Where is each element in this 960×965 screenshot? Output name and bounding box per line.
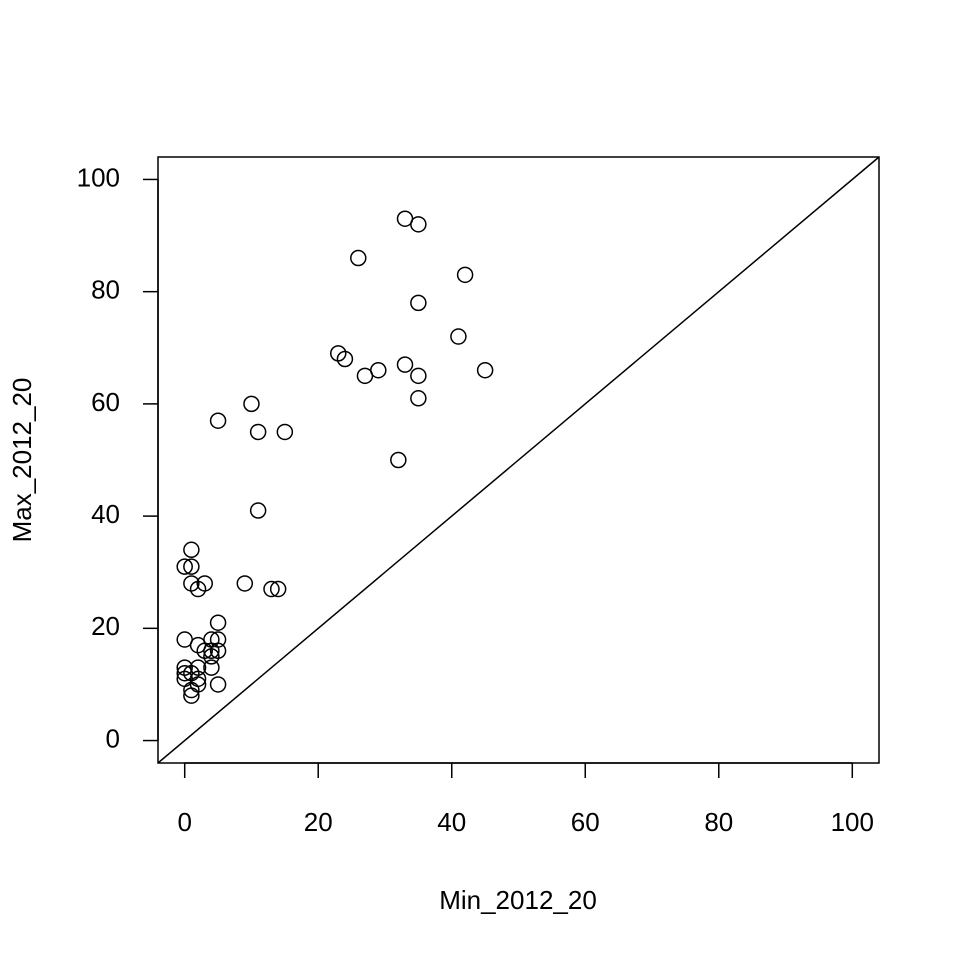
point — [209, 412, 227, 429]
point — [410, 294, 427, 312]
point — [203, 648, 220, 665]
point — [203, 642, 220, 660]
x-tick-label: 40 — [437, 807, 466, 837]
point — [183, 664, 200, 682]
point — [456, 266, 474, 284]
identity-line — [157, 156, 880, 764]
point — [450, 328, 467, 345]
point — [183, 541, 200, 559]
y-tick-label: 60 — [91, 387, 120, 417]
point — [183, 681, 200, 699]
point — [336, 350, 354, 368]
point — [209, 614, 227, 631]
point — [476, 361, 494, 379]
point — [263, 580, 280, 598]
y-tick-label: 20 — [91, 611, 120, 641]
x-tick-label: 80 — [704, 807, 733, 837]
point — [176, 558, 193, 575]
x-tick-label: 100 — [831, 807, 874, 837]
point — [410, 216, 427, 233]
point — [189, 580, 207, 598]
point — [249, 423, 267, 441]
y-tick-label: 40 — [91, 499, 120, 529]
point — [236, 575, 254, 592]
x-axis-title: Min_2012_20 — [439, 885, 597, 915]
point — [276, 423, 294, 441]
point — [356, 367, 374, 385]
y-tick-label: 80 — [91, 275, 120, 305]
y-axis-title: Max_2012_20 — [7, 378, 37, 543]
x-tick-label: 20 — [304, 807, 333, 837]
point — [396, 356, 414, 373]
point — [410, 367, 427, 385]
point — [183, 687, 200, 704]
point — [249, 502, 267, 519]
point — [203, 659, 220, 676]
point — [269, 580, 287, 598]
y-tick-label: 100 — [77, 162, 120, 192]
point — [390, 451, 407, 469]
x-tick-label: 60 — [571, 807, 600, 837]
point — [410, 390, 427, 407]
x-tick-label: 0 — [177, 807, 191, 837]
point — [243, 395, 260, 413]
y-tick-label: 0 — [106, 723, 120, 753]
point — [330, 345, 347, 362]
point — [209, 676, 227, 693]
point — [183, 558, 200, 575]
point — [350, 249, 367, 267]
